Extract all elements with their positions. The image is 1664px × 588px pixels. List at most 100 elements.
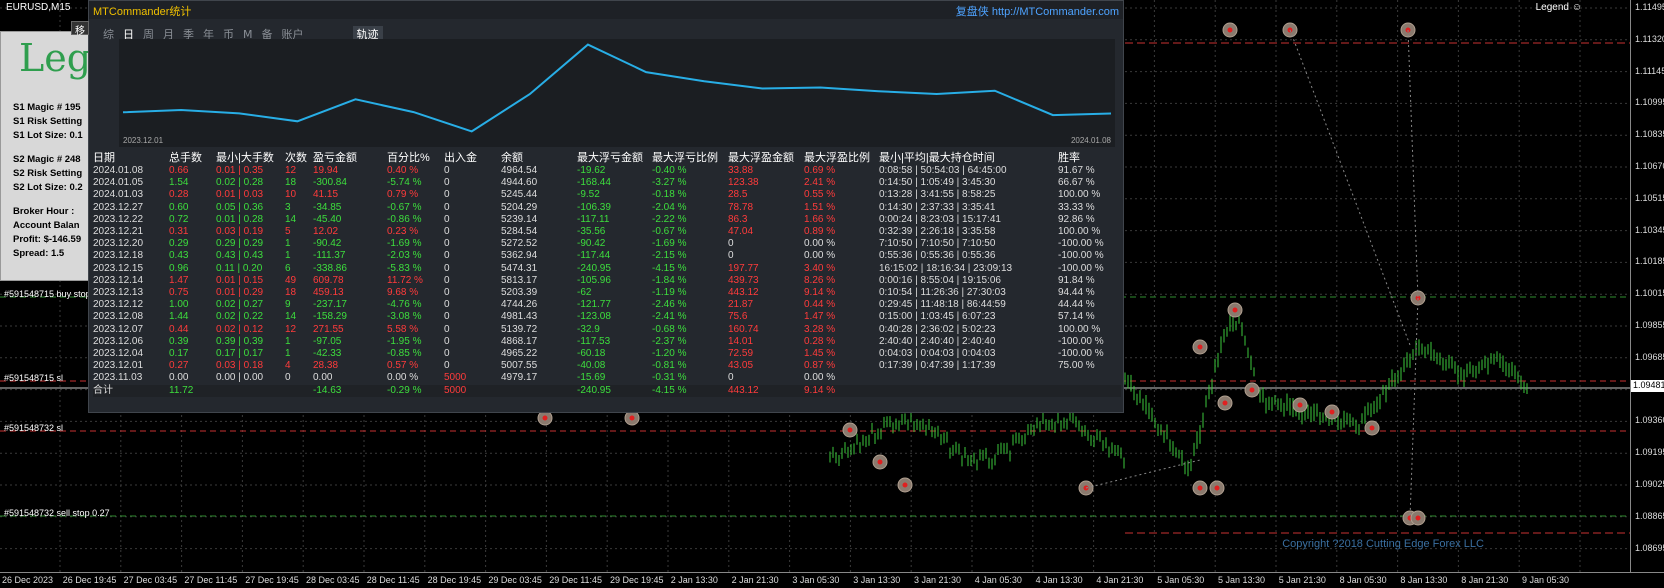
table-cell: 1.45 % bbox=[804, 348, 836, 360]
table-cell: 0 bbox=[444, 287, 450, 299]
table-cell: 0.03 | 0.19 bbox=[216, 226, 264, 238]
table-cell: -237.17 bbox=[313, 299, 347, 311]
time-tick-label: 3 Jan 05:30 bbox=[792, 575, 840, 585]
table-cell: 14.01 bbox=[728, 335, 754, 347]
table-cell: 5000 bbox=[444, 372, 467, 384]
table-cell: 0 bbox=[444, 323, 450, 335]
table-cell: -117.44 bbox=[577, 250, 611, 262]
panel-site-link[interactable]: 复盘侠 http://MTCommander.com bbox=[955, 6, 1119, 18]
table-cell: -1.95 % bbox=[387, 335, 422, 347]
trade-connector bbox=[1085, 459, 1201, 489]
table-cell: 0.44 bbox=[169, 323, 189, 335]
table-cell: 443.12 bbox=[728, 384, 804, 397]
table-cell: -2.41 % bbox=[652, 311, 687, 323]
tab-account[interactable]: 账户 bbox=[281, 28, 304, 41]
table-cell: 2023.11.03 bbox=[93, 372, 143, 384]
table-cell bbox=[1058, 384, 1121, 397]
table-cell bbox=[501, 384, 577, 397]
table-cell: 18 bbox=[285, 287, 297, 299]
tab-week[interactable]: 周 bbox=[143, 28, 154, 41]
tab-all[interactable]: 综 bbox=[103, 28, 114, 41]
table-cell: 5284.54 bbox=[501, 226, 538, 238]
tab-notes[interactable]: 备 bbox=[261, 28, 273, 41]
table-cell: 100.00 % bbox=[1058, 323, 1101, 335]
equity-line bbox=[122, 43, 1112, 133]
table-cell: -158.29 bbox=[313, 311, 347, 323]
price-chart[interactable]: EURUSD,M15 Legend ☺ #591548715 buy stop … bbox=[0, 0, 1630, 572]
tab-month[interactable]: 月 bbox=[163, 28, 174, 41]
table-cell: 0 bbox=[444, 360, 450, 372]
tab-quarter[interactable]: 季 bbox=[183, 28, 194, 41]
table-cell: 1.47 % bbox=[804, 311, 836, 323]
table-cell: -3.08 % bbox=[387, 311, 422, 323]
table-cell: 91.67 % bbox=[1058, 165, 1095, 176]
table-cell bbox=[879, 372, 1058, 384]
table-cell: 0.60 bbox=[169, 201, 189, 213]
column-header[interactable]: 最小|大手数 bbox=[216, 152, 274, 164]
tab-day[interactable]: 日 bbox=[123, 28, 134, 41]
table-cell: 4 bbox=[285, 360, 291, 372]
table-cell: 0 bbox=[444, 335, 450, 347]
table-cell: 0 bbox=[444, 311, 450, 323]
table-cell: 0:04:03 | 0:04:03 | 0:04:03 bbox=[879, 348, 996, 360]
table-cell: -2.15 % bbox=[652, 250, 687, 262]
column-header[interactable]: 日期 bbox=[93, 152, 115, 164]
column-header[interactable]: 盈亏金额 bbox=[313, 152, 357, 164]
legend-toggle[interactable]: Legend ☺ bbox=[1536, 2, 1582, 13]
trade-marker-dot bbox=[1369, 425, 1375, 431]
table-cell: 44.44 % bbox=[1058, 299, 1095, 311]
column-header[interactable]: 总手数 bbox=[169, 152, 202, 164]
column-header[interactable]: 百分比% bbox=[387, 152, 430, 164]
table-cell: -9.52 bbox=[577, 189, 600, 201]
table-cell: 9 bbox=[285, 299, 291, 311]
table-cell: 0 bbox=[444, 177, 450, 189]
column-header[interactable]: 次数 bbox=[285, 152, 307, 164]
table-cell: 5000 bbox=[444, 384, 501, 397]
time-axis[interactable]: 26 Dec 2023 26 Dec 19:45 27 Dec 03:45 27 De… bbox=[0, 572, 1664, 588]
table-cell: 0 bbox=[444, 189, 450, 201]
column-header[interactable]: 胜率 bbox=[1058, 152, 1080, 164]
table-cell: 75.00 % bbox=[1058, 360, 1095, 372]
time-tick-label: 5 Jan 13:30 bbox=[1218, 575, 1266, 585]
table-cell: -100.00 % bbox=[1058, 250, 1104, 262]
tab-year[interactable]: 年 bbox=[203, 28, 214, 41]
time-tick-label: 3 Jan 13:30 bbox=[853, 575, 901, 585]
column-header[interactable]: 最大浮盈比例 bbox=[804, 152, 870, 164]
table-cell: 5139.72 bbox=[501, 323, 538, 335]
tab-magic[interactable]: M bbox=[243, 28, 253, 41]
table-row: 2023.11.03 0.00 0.00 | 0.00 0 0.00 0.00 % 5000… bbox=[93, 372, 1121, 384]
symbol-label: EURUSD,M15 bbox=[6, 2, 71, 13]
price-axis[interactable]: 1.11495 1.11320 1.11145 1.10995 1.10835 1.106… bbox=[1630, 0, 1664, 572]
column-header[interactable]: 余额 bbox=[501, 152, 523, 164]
column-header[interactable]: 最小|平均|最大持仓时间 bbox=[879, 152, 995, 164]
table-cell: 0 bbox=[444, 213, 450, 225]
table-cell: 5813.17 bbox=[501, 274, 538, 286]
table-cell: 2.41 % bbox=[804, 177, 836, 189]
table-cell: 443.12 bbox=[728, 287, 759, 299]
table-cell: 160.74 bbox=[728, 323, 759, 335]
legend-line: Account Balan bbox=[13, 220, 80, 231]
tab-trail[interactable]: 轨迹 bbox=[352, 26, 383, 42]
table-cell: 100.00 % bbox=[1058, 189, 1101, 201]
column-header[interactable]: 最大浮亏金额 bbox=[577, 152, 643, 164]
table-cell: -100.00 % bbox=[1058, 335, 1104, 347]
tab-currency[interactable]: 币 bbox=[223, 28, 234, 41]
column-header[interactable]: 出入金 bbox=[444, 152, 477, 164]
table-cell: -300.84 bbox=[313, 177, 347, 189]
table-cell: 2023.12.08 bbox=[93, 311, 144, 323]
time-tick-label: 8 Jan 13:30 bbox=[1400, 575, 1448, 585]
time-tick-label: 27 Dec 11:45 bbox=[184, 575, 238, 585]
table-cell: 0.00 | 0.00 bbox=[216, 372, 264, 384]
table-cell: -2.22 % bbox=[652, 213, 687, 225]
table-cell: 49 bbox=[285, 274, 297, 286]
legend-box-title: Leg bbox=[19, 36, 92, 80]
mtcommander-stats-panel[interactable]: MTCommander统计 复盘侠 http://MTCommander.com… bbox=[71, 0, 1124, 413]
trade-marker-dot bbox=[1227, 27, 1233, 33]
column-header[interactable]: 最大浮亏比例 bbox=[652, 152, 718, 164]
current-price-label: 1.09481 bbox=[1631, 380, 1664, 392]
move-tab[interactable]: 移 bbox=[71, 21, 89, 37]
column-header[interactable]: 最大浮盈金额 bbox=[728, 152, 794, 164]
table-cell: 197.77 bbox=[728, 262, 759, 274]
table-cell: 0.29 bbox=[169, 238, 189, 250]
price-tick-label: 1.10670 bbox=[1635, 161, 1664, 171]
